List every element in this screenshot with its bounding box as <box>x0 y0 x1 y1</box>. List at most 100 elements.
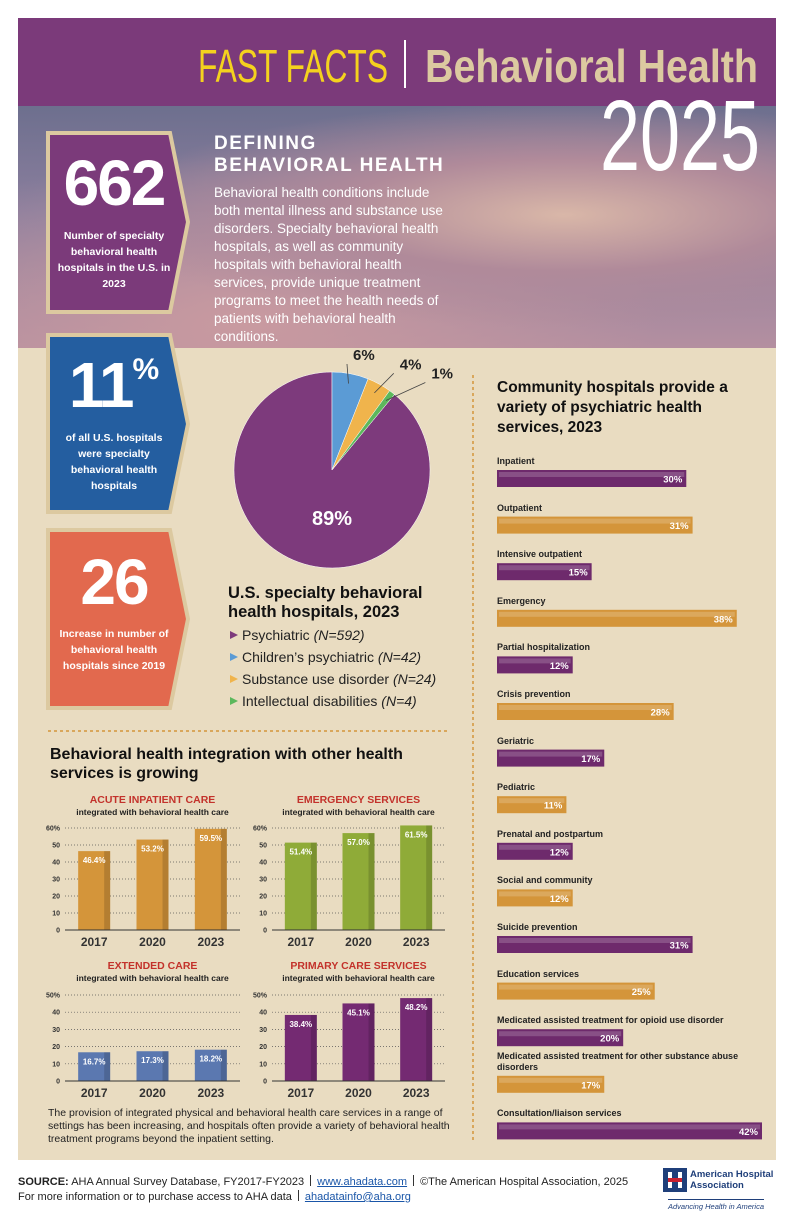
value-label: 31% <box>670 521 690 532</box>
title-right: Behavioral Health <box>425 40 758 92</box>
y-tick-label: 50 <box>52 843 60 850</box>
y-tick-label: 20 <box>259 894 267 901</box>
bar <box>78 851 111 930</box>
y-tick-label: 50% <box>46 993 61 1000</box>
info: For more information or to purchase acce… <box>18 1191 292 1203</box>
x-tick-label: 2020 <box>139 1086 166 1100</box>
bar <box>497 516 693 534</box>
value-label: 30% <box>663 475 683 486</box>
footer-line: For more information or to purchase acce… <box>18 1190 628 1205</box>
stat-box <box>46 131 191 314</box>
bar <box>194 828 227 930</box>
stat-text: Number of specialty behavioral health ho… <box>57 230 171 290</box>
category-label: Inpatient <box>497 456 535 466</box>
category-label: Medicated assisted treatment for opioid … <box>497 1015 724 1026</box>
bar-highlight <box>499 705 672 710</box>
category-label: Suicide prevention <box>497 922 578 932</box>
legend-entry: Psychiatric (N=592) <box>242 627 365 643</box>
footer: SOURCE: AHA Annual Survey Database, FY20… <box>18 1175 628 1205</box>
y-tick-label: 40 <box>259 1010 267 1017</box>
bar <box>497 842 573 860</box>
y-tick-label: 30 <box>52 1027 60 1034</box>
y-tick-label: 60% <box>46 826 61 833</box>
section-note: The provision of integrated physical and… <box>48 1107 450 1145</box>
legend-entry: Children’s psychiatric (N=42) <box>242 649 421 665</box>
separator <box>297 1190 299 1201</box>
category-label: Outpatient <box>497 502 542 513</box>
separator <box>413 1175 415 1186</box>
stat-number: 662 <box>63 147 167 219</box>
stat-text: Increase in number of behavioral health … <box>59 628 169 672</box>
bar <box>400 998 433 1081</box>
bar-highlight <box>499 611 735 617</box>
bar-highlight <box>499 938 691 943</box>
bar-highlight <box>499 518 691 524</box>
separator <box>310 1175 312 1186</box>
value-label: 17.3% <box>141 1056 164 1065</box>
leader-line <box>385 382 426 401</box>
legend-note: (N=42) <box>378 649 421 665</box>
y-tick-label: 0 <box>263 1079 267 1086</box>
stat-number: 11 <box>68 349 135 421</box>
value-label: 25% <box>632 987 652 998</box>
category-label: Prenatal and postpartum <box>497 828 604 839</box>
value-label: 12% <box>550 661 570 672</box>
x-tick-label: 2017 <box>81 1086 108 1100</box>
bar-shade <box>220 828 227 930</box>
value-label: 45.1% <box>347 1008 370 1017</box>
bar <box>497 609 737 627</box>
y-tick-label: 50 <box>259 843 267 850</box>
website-link[interactable]: www.ahadata.com <box>317 1176 408 1188</box>
x-tick-label: 2017 <box>287 935 314 949</box>
x-tick-label: 2023 <box>403 1086 430 1100</box>
bar <box>497 563 592 581</box>
x-tick-label: 2017 <box>81 935 108 949</box>
legend-label: Intellectual disabilities <box>242 693 377 709</box>
bar-shade <box>310 842 317 930</box>
stat-box <box>46 333 191 514</box>
logo-name: American Hospital Association <box>690 1169 774 1191</box>
legend-entry: Substance use disorder (N=24) <box>242 671 436 687</box>
value-label: 11% <box>544 801 563 812</box>
bar-highlight <box>499 1077 603 1083</box>
legend-note: (N=4) <box>381 693 416 709</box>
bar <box>342 833 375 930</box>
bar <box>284 1014 317 1081</box>
footer-line: SOURCE: AHA Annual Survey Database, FY20… <box>18 1175 628 1190</box>
category-label: Education services <box>497 968 580 979</box>
bar-highlight <box>499 658 571 664</box>
bar-shade <box>162 839 169 930</box>
value-label: 48.2% <box>405 1003 428 1012</box>
value-label: 38.4% <box>289 1020 312 1029</box>
definition-title-line: DEFINING <box>214 133 317 154</box>
value-label: 61.5% <box>405 830 428 839</box>
y-tick-label: 10 <box>259 1061 267 1068</box>
value-label: 59.5% <box>199 834 222 843</box>
bar <box>497 936 693 953</box>
y-tick-label: 0 <box>263 928 267 935</box>
value-label: 51.4% <box>289 848 312 857</box>
value-label: 20% <box>600 1034 620 1045</box>
chart-subtitle: integrated with behavioral health care <box>282 973 435 983</box>
logo-mark <box>663 1168 687 1192</box>
x-tick-label: 2020 <box>345 935 372 949</box>
bar-highlight <box>499 984 653 990</box>
chart-title: ACUTE INPATIENT CARE <box>90 794 216 806</box>
bar-shade <box>368 1003 375 1081</box>
section-title: Behavioral health integration with other… <box>50 746 403 782</box>
email-link[interactable]: ahadatainfo@aha.org <box>304 1191 411 1203</box>
bar-shade <box>310 1014 317 1081</box>
x-tick-label: 2023 <box>403 935 430 949</box>
pie-slice <box>331 390 395 471</box>
legend-label: Children’s psychiatric <box>242 649 374 665</box>
y-tick-label: 10 <box>52 911 60 918</box>
bar <box>194 1049 227 1081</box>
legend-entry: Intellectual disabilities (N=4) <box>242 693 417 709</box>
year: 2025 <box>600 80 760 192</box>
x-tick-label: 2023 <box>197 935 224 949</box>
category-label: Crisis prevention <box>497 689 571 699</box>
header-band <box>18 18 776 106</box>
value-label: 12% <box>550 894 570 905</box>
leader-line <box>346 363 349 384</box>
value-label: 38% <box>714 614 734 625</box>
